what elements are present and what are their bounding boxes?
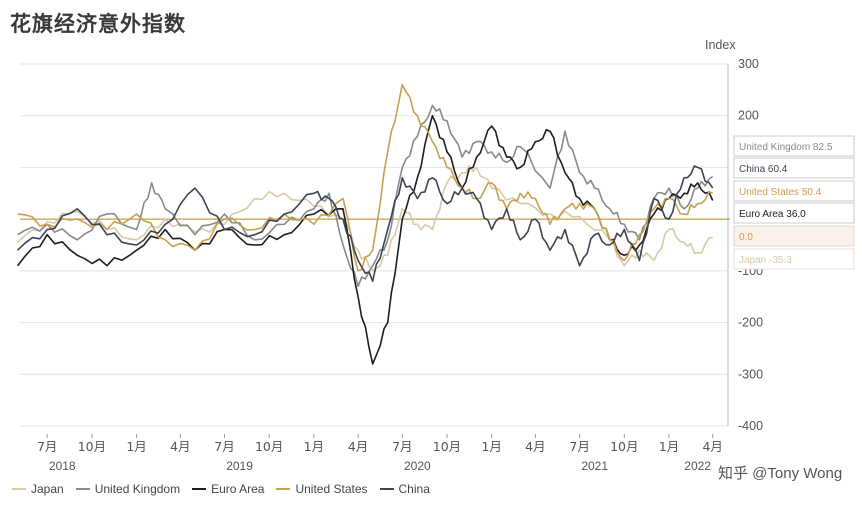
end-label-japan: Japan -35.3 [739,255,792,266]
x-tick-label: 4月 [170,439,190,454]
x-tick-label: 4月 [702,439,722,454]
end-label-euro-area: Euro Area 36.0 [739,209,806,220]
x-tick-label: 7月 [569,439,589,454]
x-tick-label: 10月 [255,439,283,454]
chart-title: 花旗经济意外指数 [10,12,186,36]
x-tick-label: 10月 [433,439,461,454]
y-tick-label: 300 [738,57,759,71]
x-tick-label: 7月 [392,439,412,454]
x-tick-label: 1月 [659,439,679,454]
legend-label: China [398,482,430,496]
end-label-box [733,157,855,179]
legend-swatch [12,488,26,490]
x-tick-label: 1月 [126,439,146,454]
legend-item-euro-area: Euro Area [192,482,264,496]
end-label-china: China 60.4 [739,164,788,175]
y-tick-label: -400 [738,419,763,433]
x-year-label: 2020 [404,459,431,473]
x-ticks: 7月 10月 1月 4月 7月 10月 1月 4月 7月 10月 1月 4月 7月 10月 1月 4月 2018… [37,434,723,473]
legend-item-japan: Japan [12,482,64,496]
x-tick-label: 10月 [78,439,106,454]
legend-label: United Kingdom [94,482,181,496]
series-lines [16,83,730,365]
series-line-united-kingdom [17,104,714,288]
x-tick-label: 4月 [348,439,368,454]
legend-swatch [379,488,394,490]
legend: Japan United Kingdom Euro Area United State… [12,482,430,496]
series-line-china [17,165,714,282]
end-label-box [733,135,855,157]
y-axis-label: Index [705,38,736,52]
series-line-united-states [17,83,713,272]
legend-item-china: China [379,482,430,496]
end-labels: United Kingdom 82.5 China 60.4 United Stat… [733,135,855,270]
series-line-japan [17,165,713,272]
x-tick-label: 7月 [37,439,57,454]
y-tick-label: -300 [738,367,763,381]
legend-swatch [75,488,90,490]
y-tick-label: -200 [738,316,763,330]
legend-item-united-kingdom: United Kingdom [75,482,181,496]
x-year-label: 2022 [684,459,711,473]
end-label-united-kingdom: United Kingdom 82.5 [739,142,833,153]
legend-label: Euro Area [211,482,265,496]
x-tick-label: 4月 [525,439,545,454]
y-tick-label: 200 [738,109,759,123]
legend-swatch [276,488,291,490]
legend-label: United States [295,482,368,496]
x-year-label: 2019 [226,459,253,473]
legend-item-united-states: United States [276,482,368,496]
watermark: 知乎 @Tony Wong [718,462,842,483]
x-tick-label: 7月 [214,439,234,454]
series-line-euro-area [16,114,714,365]
end-label-box [733,202,855,224]
x-year-label: 2021 [581,459,608,473]
legend-label: Japan [31,482,64,496]
legend-swatch [192,488,207,490]
x-tick-label: 1月 [304,439,324,454]
x-year-label: 2018 [49,459,76,473]
x-tick-label: 1月 [481,439,501,454]
end-label-box [733,180,855,202]
x-tick-label: 10月 [610,439,638,454]
end-label-zero: 0.0 [739,232,753,243]
end-label-united-states: United States 50.4 [739,187,822,198]
watermark-text: 知乎 @Tony Wong [718,465,843,482]
end-label-box [733,225,855,247]
end-label-box [733,248,855,270]
